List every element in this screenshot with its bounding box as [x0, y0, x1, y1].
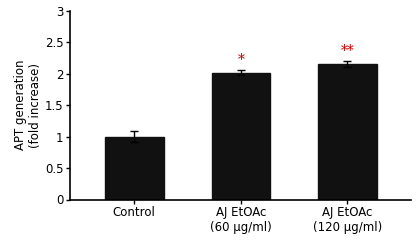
- Text: *: *: [237, 53, 244, 67]
- Bar: [318, 64, 377, 199]
- Y-axis label: APT generation
(fold increase): APT generation (fold increase): [14, 60, 42, 150]
- Bar: [105, 137, 163, 199]
- Text: **: **: [341, 44, 354, 58]
- Bar: [211, 73, 270, 199]
